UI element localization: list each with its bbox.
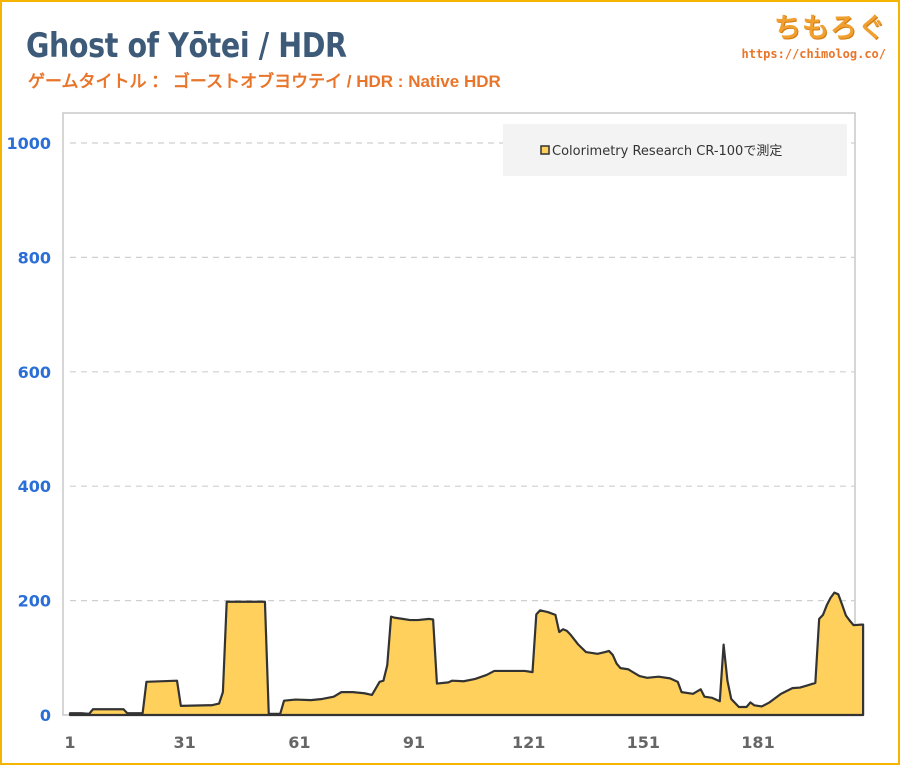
x-tick-label: 91 bbox=[403, 733, 425, 752]
chart-title: Ghost of Yōtei / HDR bbox=[26, 26, 347, 66]
x-tick-label: 1 bbox=[64, 733, 75, 752]
brand-name: ちもろぐ bbox=[774, 13, 886, 44]
legend: Colorimetry Research CR-100で測定 bbox=[503, 124, 847, 176]
y-tick-label: 0 bbox=[40, 706, 51, 725]
series-area-path bbox=[68, 591, 865, 717]
y-tick-label: 200 bbox=[18, 592, 51, 611]
x-tick-label: 61 bbox=[288, 733, 310, 752]
legend-box bbox=[503, 124, 847, 176]
x-tick-label: 181 bbox=[741, 733, 774, 752]
x-axis-ticks: 1 31 61 91 121 151 181 bbox=[64, 733, 774, 752]
series-area bbox=[68, 591, 865, 717]
y-tick-label: 400 bbox=[18, 477, 51, 496]
x-tick-label: 121 bbox=[512, 733, 545, 752]
legend-swatch bbox=[540, 145, 550, 155]
y-tick-label: 1000 bbox=[6, 134, 51, 153]
x-tick-label: 151 bbox=[627, 733, 660, 752]
chart-subtitle: ゲームタイトル ： ゴーストオブヨウテイ / HDR : Native HDR bbox=[28, 72, 501, 91]
x-tick-label: 31 bbox=[174, 733, 196, 752]
brand-logo: ちもろぐ https://chimolog.co/ bbox=[742, 6, 887, 61]
plot-area-border bbox=[62, 112, 856, 716]
y-tick-label: 600 bbox=[18, 363, 51, 382]
legend-label: Colorimetry Research CR-100で測定 bbox=[552, 144, 782, 159]
y-axis-ticks: 0 200 400 600 800 1000 bbox=[6, 134, 51, 725]
brand-url: https://chimolog.co/ bbox=[741, 47, 887, 61]
y-tick-label: 800 bbox=[18, 248, 51, 267]
gridlines bbox=[70, 142, 855, 602]
